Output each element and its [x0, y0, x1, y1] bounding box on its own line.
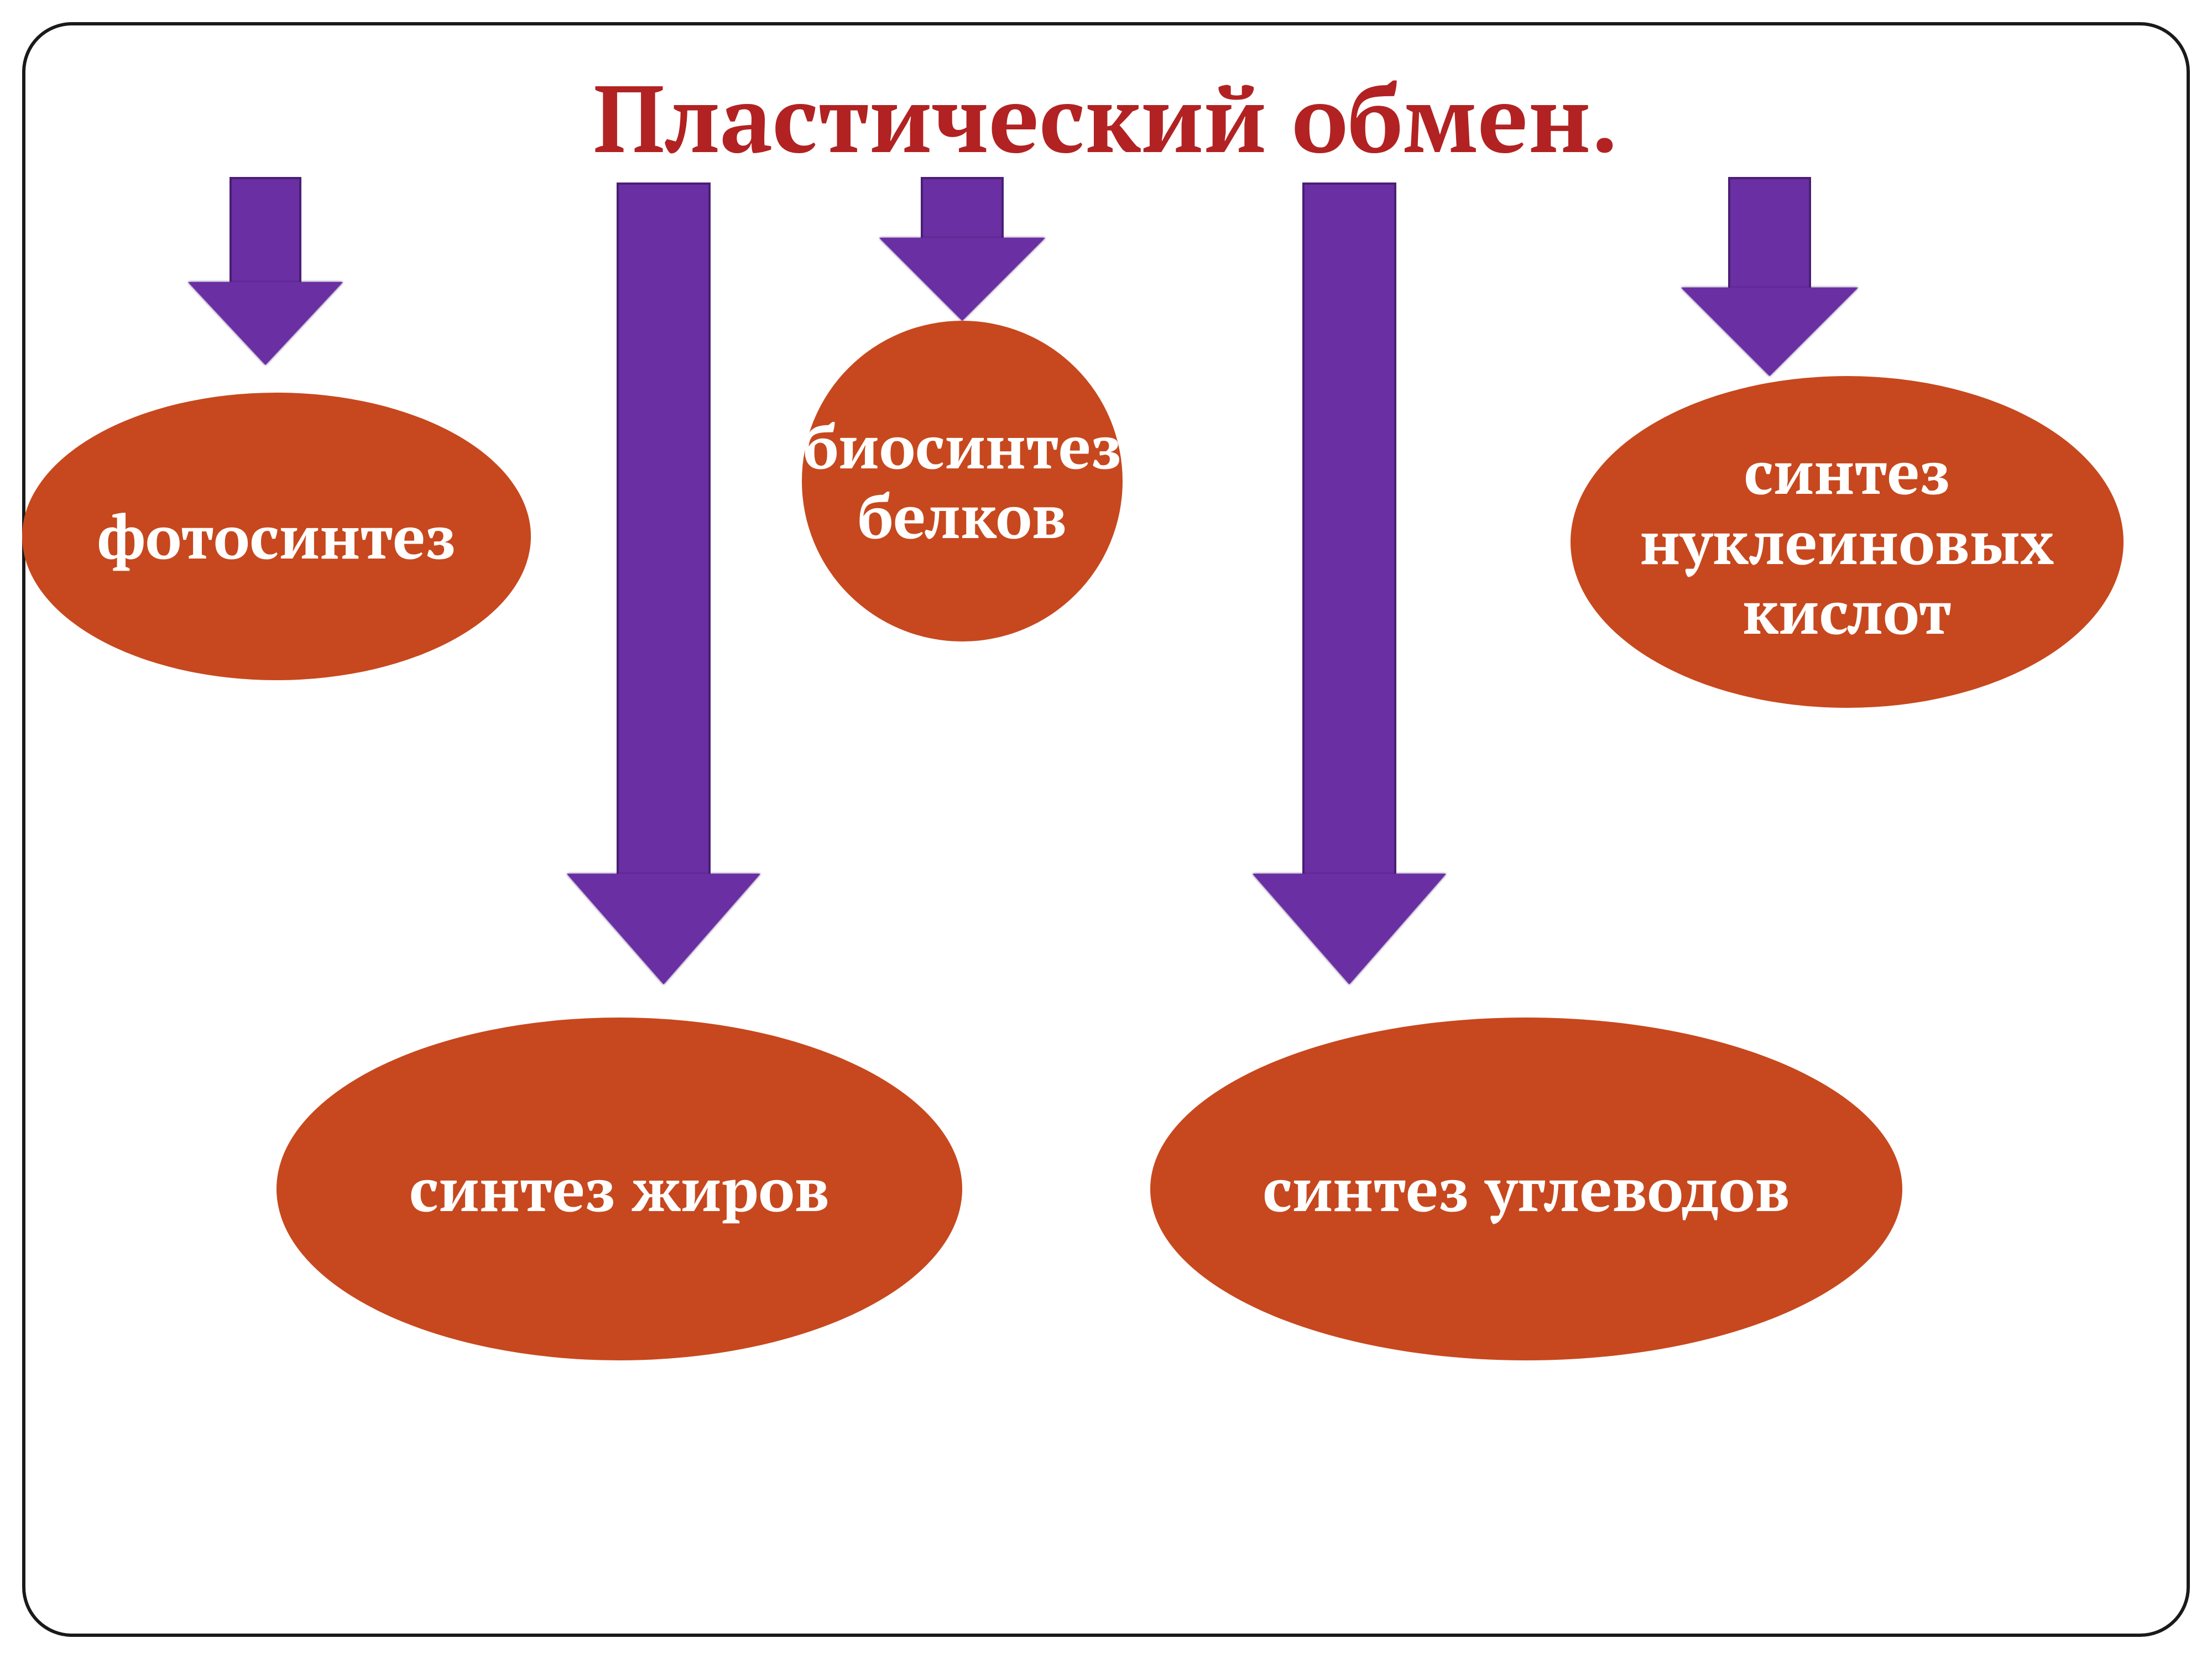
node-protein-biosynthesis: биосинтезбелков [802, 321, 1123, 641]
node-photosynthesis: фотосинтез [22, 393, 531, 680]
arrow-shaft [1302, 182, 1396, 874]
arrow-head-icon [1681, 288, 1858, 376]
arrow-photosynthesis [188, 177, 343, 365]
arrow-head-icon [1253, 874, 1446, 984]
node-nucleic-acid-synthesis: синтезнуклеиновыхкислот [1571, 376, 2124, 708]
arrow-carb [1253, 182, 1446, 984]
node-label: биосинтезбелков [803, 411, 1121, 551]
node-fat-synthesis: синтез жиров [276, 1018, 962, 1360]
arrow-shaft [1728, 177, 1811, 288]
node-label: синтез углеводов [1262, 1154, 1790, 1224]
arrow-nucleic [1681, 177, 1858, 376]
slide-frame [22, 22, 2190, 1637]
arrow-head-icon [567, 874, 760, 984]
node-label: фотосинтез [97, 502, 456, 572]
arrow-shaft [229, 177, 301, 282]
arrow-shaft [617, 182, 711, 874]
node-label: синтезнуклеиновыхкислот [1640, 437, 2054, 647]
arrow-fat [567, 182, 760, 984]
arrow-head-icon [879, 238, 1045, 321]
node-carbohydrate-synthesis: синтез углеводов [1150, 1018, 1902, 1360]
arrow-shaft [921, 177, 1004, 238]
node-label: синтез жиров [409, 1154, 830, 1224]
arrow-head-icon [188, 282, 343, 365]
arrow-protein [879, 177, 1045, 321]
diagram-title: Пластический обмен. [593, 54, 1619, 179]
